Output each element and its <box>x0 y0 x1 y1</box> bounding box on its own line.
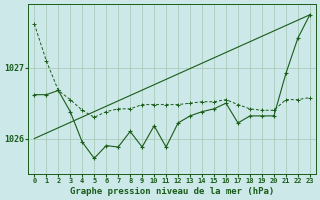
X-axis label: Graphe pression niveau de la mer (hPa): Graphe pression niveau de la mer (hPa) <box>70 187 274 196</box>
